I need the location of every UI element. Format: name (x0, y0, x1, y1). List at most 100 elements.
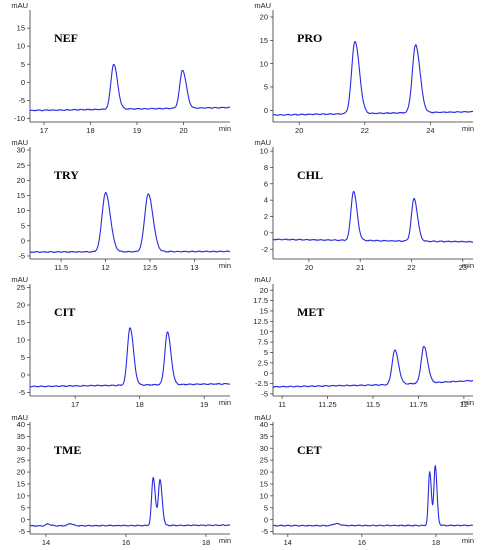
x-tick-label: 11.5 (54, 263, 68, 272)
y-tick-label: 5 (21, 221, 25, 230)
x-tick-label: 12 (101, 263, 109, 272)
y-tick-label: -10 (14, 114, 25, 123)
y-tick-label: 20 (260, 468, 268, 477)
y-tick-label: 10 (260, 491, 268, 500)
y-tick-label: -5 (18, 96, 25, 105)
signal-trace (272, 190, 474, 243)
chromatogram-svg: mAU min -5 0 5 10 15 20 25 30 35 40 14 16 18 CET (254, 413, 474, 547)
x-tick-label: 22 (407, 263, 415, 272)
x-tick-label: 19 (200, 400, 208, 409)
chromatogram-panel: mAU min -5 -2.5 0 2.5 5 7.5 10 12.5 15 17.5 20 11 11.2… (243, 274, 479, 409)
compound-label: MET (297, 305, 324, 319)
y-tick-label: 30 (17, 444, 25, 453)
chromatogram-svg: mAU min -10 -5 0 5 10 15 17 18 19 20 NEF (11, 1, 231, 135)
y-tick-label: 8 (264, 163, 268, 172)
y-tick-label: 15 (260, 36, 268, 45)
y-tick-label: 20 (260, 286, 268, 295)
x-tick-label: 16 (358, 538, 366, 547)
y-tick-label: -2 (261, 245, 268, 254)
y-tick-label: 10 (260, 59, 268, 68)
x-unit-label: min (462, 261, 474, 270)
y-tick-label: 5 (264, 83, 268, 92)
signal-trace (29, 327, 231, 388)
y-tick-label: 4 (264, 196, 268, 205)
y-tick-label: 2 (264, 212, 268, 221)
y-tick-label: 40 (17, 420, 25, 429)
x-tick-label: 19 (133, 126, 141, 135)
signal-trace (29, 476, 231, 527)
y-tick-label: 40 (260, 420, 268, 429)
y-tick-label: 5 (264, 348, 268, 357)
x-unit-label: min (462, 536, 474, 545)
x-tick-label: 14 (42, 538, 50, 547)
chromatogram-panel: mAU min -2 0 2 4 6 8 10 20 21 22 23 CHL (243, 137, 479, 272)
y-tick-label: 0 (21, 78, 25, 87)
x-unit-label: min (462, 398, 474, 407)
y-tick-label: 15 (260, 480, 268, 489)
y-tick-label: 10 (17, 491, 25, 500)
y-tick-label: 0 (21, 371, 25, 380)
y-tick-label: -5 (261, 390, 268, 399)
y-unit-label: mAU (254, 1, 271, 10)
y-tick-label: 20 (260, 13, 268, 22)
signal-trace (29, 63, 231, 112)
chromatogram-panel: mAU min -10 -5 0 5 10 15 17 18 19 20 NEF (0, 0, 236, 135)
signal-trace (272, 465, 474, 527)
y-tick-label: 10 (17, 42, 25, 51)
x-tick-label: 14 (284, 538, 292, 547)
y-tick-label: 5 (21, 60, 25, 69)
y-tick-label: -5 (18, 252, 25, 261)
y-tick-label: 15 (17, 480, 25, 489)
y-tick-label: 7.5 (258, 338, 268, 347)
y-tick-label: 10 (260, 327, 268, 336)
y-tick-label: 15 (260, 307, 268, 316)
x-tick-label: 18 (86, 126, 94, 135)
chromatogram-svg: mAU min 0 5 10 15 20 20 22 24 PRO (254, 1, 474, 135)
y-unit-label: mAU (254, 138, 271, 147)
y-tick-label: 0 (264, 369, 268, 378)
signal-trace (272, 40, 474, 116)
x-unit-label: min (219, 536, 231, 545)
y-tick-label: 10 (17, 336, 25, 345)
y-tick-label: 35 (17, 432, 25, 441)
compound-label: NEF (54, 31, 78, 45)
y-unit-label: mAU (254, 275, 271, 284)
x-tick-label: 17 (40, 126, 48, 135)
y-tick-label: -2.5 (255, 379, 268, 388)
y-unit-label: mAU (11, 275, 28, 284)
chromatogram-panel: mAU min -5 0 5 10 15 20 25 30 35 40 14 16 18 CET (243, 412, 479, 547)
x-tick-label: 17 (71, 400, 79, 409)
y-tick-label: 10 (260, 147, 268, 156)
chromatogram-svg: mAU min -5 0 5 10 15 20 25 17 18 19 CIT (11, 275, 231, 409)
compound-label: CET (297, 443, 322, 457)
y-tick-label: 17.5 (253, 296, 268, 305)
chromatogram-svg: mAU min -5 0 5 10 15 20 25 30 35 40 14 16 18 TME (11, 413, 231, 547)
x-tick-label: 16 (122, 538, 130, 547)
y-unit-label: mAU (11, 138, 28, 147)
y-tick-label: 20 (17, 468, 25, 477)
x-tick-label: 13 (190, 263, 198, 272)
x-tick-label: 11 (278, 400, 286, 409)
y-tick-label: 6 (264, 179, 268, 188)
compound-label: CHL (297, 168, 323, 182)
y-tick-label: -5 (18, 388, 25, 397)
y-tick-label: 25 (260, 456, 268, 465)
chromatogram-panel: mAU min -5 0 5 10 15 20 25 17 18 19 CIT (0, 274, 236, 409)
signal-trace (272, 345, 474, 388)
y-tick-label: 10 (17, 206, 25, 215)
y-tick-label: 0 (264, 106, 268, 115)
chromatogram-svg: mAU min -5 0 5 10 15 20 25 30 11.5 12 12.5 13 TRY (11, 138, 231, 272)
x-tick-label: 20 (295, 126, 303, 135)
y-unit-label: mAU (11, 413, 28, 422)
x-tick-label: 12.5 (143, 263, 158, 272)
y-tick-label: -5 (261, 527, 268, 536)
y-tick-label: 15 (17, 318, 25, 327)
x-tick-label: 22 (361, 126, 369, 135)
x-tick-label: 11.25 (318, 400, 336, 409)
y-tick-label: 20 (17, 301, 25, 310)
y-tick-label: 30 (260, 444, 268, 453)
x-tick-label: 20 (305, 263, 313, 272)
y-tick-label: 35 (260, 432, 268, 441)
x-unit-label: min (219, 124, 231, 133)
